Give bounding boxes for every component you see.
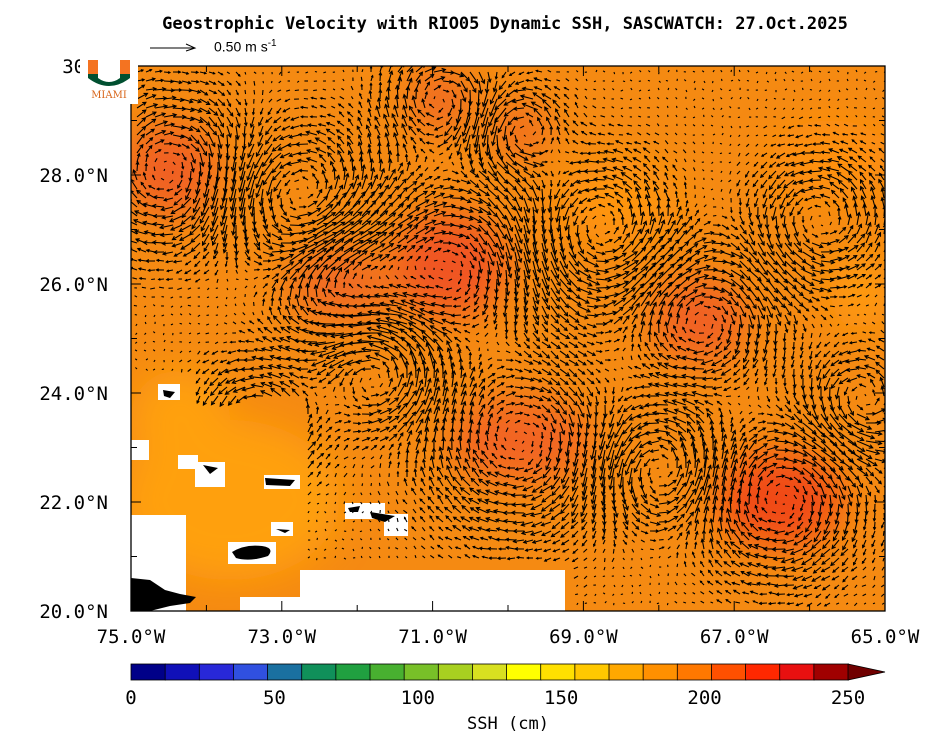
latitude-tick-label: 28.0°N [39, 165, 108, 187]
colorbar [130, 663, 886, 681]
latitude-tick-label: 22.0°N [39, 492, 108, 514]
colorbar-labels: 0 50 100 150 200 250 [125, 687, 865, 709]
colorbar-tick-label: 50 [263, 687, 286, 709]
longitude-tick-label: 69.0°W [549, 626, 618, 648]
colorbar-swatch [198, 663, 235, 681]
logo-text: MIAMI [91, 90, 127, 101]
map-title: Geostrophic Velocity with RIO05 Dynamic … [162, 14, 848, 34]
colorbar-swatch [608, 663, 645, 681]
colorbar-swatch [779, 663, 815, 681]
longitude-tick-label: 71.0°W [398, 626, 467, 648]
longitude-tick-label: 73.0°W [247, 626, 316, 648]
latitude-tick-label: 20.0°N [39, 601, 108, 623]
colorbar-tick-label: 200 [687, 687, 721, 709]
colorbar-swatch [540, 663, 576, 681]
colorbar-tick-label: 0 [125, 687, 136, 709]
missing-data-patches [131, 384, 565, 611]
colorbar-swatch [369, 663, 406, 681]
reference-arrow-icon [150, 43, 197, 52]
reference-vector: 0.50 m s-1 [150, 38, 350, 58]
longitude-tick-label: 65.0°W [851, 626, 920, 648]
colorbar-units: SSH (cm) [467, 714, 549, 734]
latitude-labels: 20.0°N22.0°N24.0°N26.0°N28.0°N30.0 [39, 56, 108, 623]
colorbar-swatch [164, 663, 201, 681]
colorbar-swatch [711, 663, 747, 681]
latitude-tick-label: 24.0°N [39, 383, 108, 405]
longitude-tick-label: 67.0°W [700, 626, 769, 648]
land-masses [131, 390, 395, 611]
colorbar-swatch [403, 663, 440, 681]
velocity-vectors [131, 66, 885, 607]
colorbar-swatch [506, 663, 542, 681]
latitude-tick-label: 26.0°N [39, 274, 108, 296]
colorbar-swatch [130, 663, 167, 681]
colorbar-swatch [676, 663, 713, 681]
longitude-tick-label: 75.0°W [97, 626, 166, 648]
colorbar-extend-arrow [847, 663, 886, 681]
colorbar-tick-label: 250 [831, 687, 865, 709]
colorbar-swatch [642, 663, 679, 681]
colorbar-swatch [745, 663, 781, 681]
colorbar-swatch [472, 663, 508, 681]
u-logo-icon [88, 60, 130, 86]
colorbar-swatch [437, 663, 474, 681]
colorbar-tick-label: 100 [401, 687, 435, 709]
longitude-labels: 75.0°W 73.0°W 71.0°W 69.0°W 67.0°W 65.0°W [97, 626, 920, 648]
colorbar-tick-label: 150 [544, 687, 578, 709]
colorbar-swatch [233, 663, 269, 681]
reference-vector-label: 0.50 m s-1 [214, 38, 277, 55]
colorbar-swatch [267, 663, 303, 681]
colorbar-swatch [301, 663, 337, 681]
colorbar-swatch [813, 663, 849, 681]
colorbar-swatch [335, 663, 371, 681]
colorbar-swatch [574, 663, 610, 681]
university-logo: MIAMI [80, 56, 138, 104]
